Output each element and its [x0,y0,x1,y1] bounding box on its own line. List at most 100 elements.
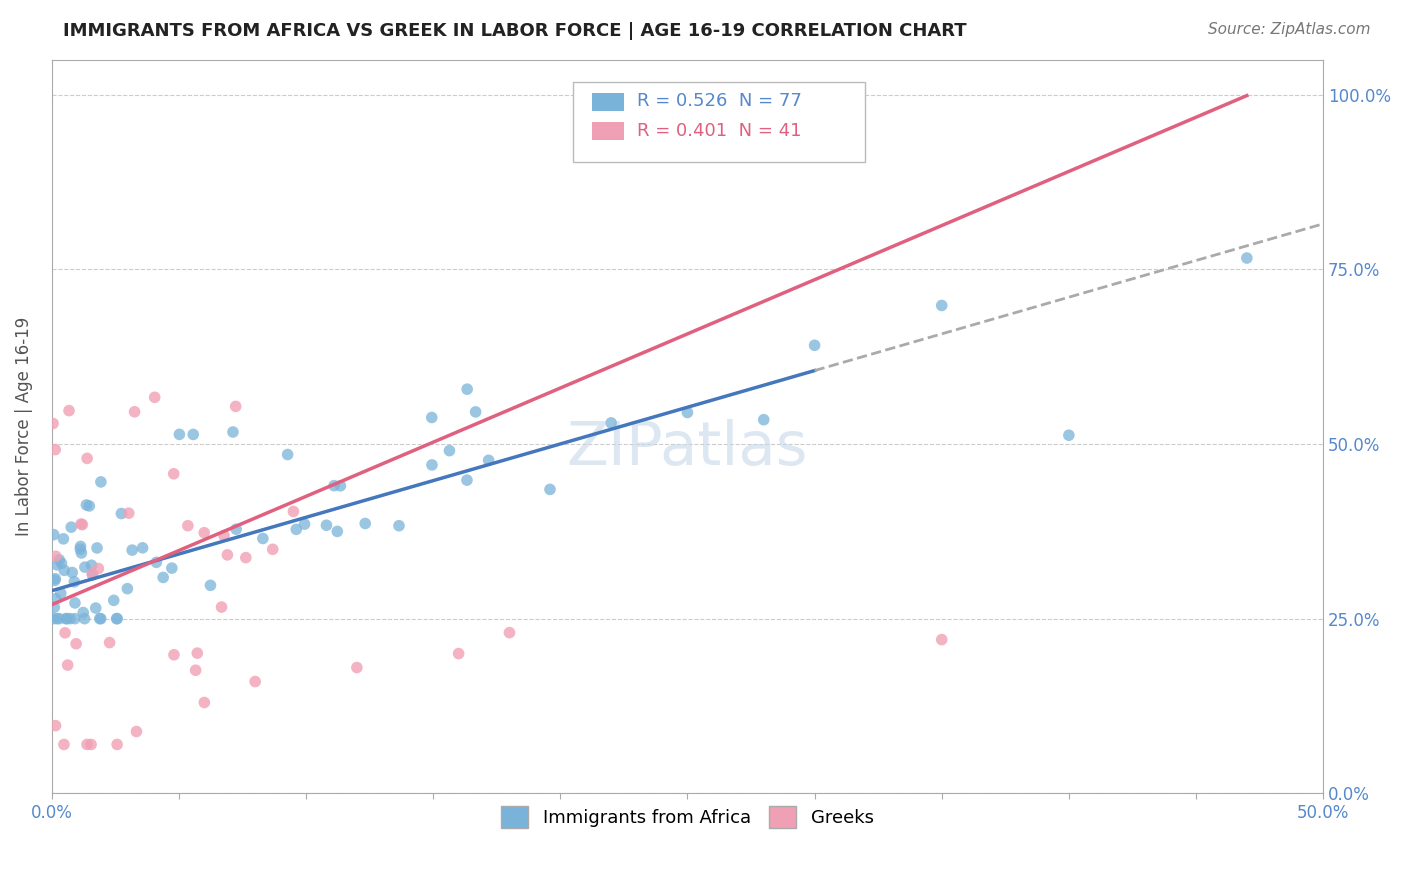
Point [84,601,107,615]
Point [315,518,337,533]
Point [186,646,208,660]
Point [70,546,93,560]
Point [294,517,316,532]
Point [42,612,65,626]
Point [90,612,112,626]
Text: R = 0.526  N = 77: R = 0.526 N = 77 [637,93,801,111]
Point [420,458,443,472]
Point [752,413,775,427]
Point [105,612,128,626]
Point [60,520,83,534]
Point [105,738,128,752]
Point [48,553,70,567]
Point [478,453,501,467]
Point [48,612,70,626]
Point [55,612,77,626]
Point [98,635,121,649]
Point [118,506,141,520]
Point [225,522,247,536]
Point [252,532,274,546]
Point [82,566,104,581]
Point [69,540,91,554]
Point [49,586,72,600]
Point [262,542,284,557]
Point [125,724,148,739]
Point [90,475,112,489]
Point [163,648,186,662]
Point [243,674,266,689]
Point [63,596,86,610]
Point [58,403,80,417]
Point [464,405,486,419]
Point [283,504,305,518]
Point [80,738,103,752]
Point [42,527,65,541]
Point [44,572,66,586]
Point [388,518,411,533]
Point [82,567,104,582]
Point [184,663,207,677]
Point [600,416,623,430]
Point [45,718,67,732]
Point [110,507,132,521]
Point [145,555,167,569]
Point [79,499,101,513]
Point [222,425,245,439]
Point [80,558,103,573]
Point [46,612,69,626]
Point [931,298,953,312]
Point [73,560,96,574]
Text: ZIPatlas: ZIPatlas [567,419,808,478]
Point [803,338,825,352]
Point [329,479,352,493]
FancyBboxPatch shape [574,81,866,162]
Point [53,563,76,577]
Point [44,591,66,606]
Point [69,542,91,557]
Point [200,578,222,592]
Point [193,696,215,710]
Point [42,417,65,431]
Point [346,660,368,674]
Text: IMMIGRANTS FROM AFRICA VS GREEK IN LABOR FORCE | AGE 16-19 CORRELATION CHART: IMMIGRANTS FROM AFRICA VS GREEK IN LABOR… [63,22,967,40]
Point [75,498,97,512]
Point [72,517,94,532]
Point [931,632,953,647]
Point [676,405,699,419]
Point [124,405,146,419]
Point [211,600,233,615]
Text: R = 0.401  N = 41: R = 0.401 N = 41 [637,122,801,140]
Point [105,612,128,626]
Point [456,473,478,487]
Point [45,549,67,564]
Point [177,518,200,533]
Point [323,478,346,492]
FancyBboxPatch shape [592,93,624,111]
Point [163,467,186,481]
Point [73,612,96,626]
Point [117,582,139,596]
Point [1057,428,1080,442]
Point [285,522,308,536]
Point [44,574,66,588]
Point [131,541,153,555]
Point [63,612,86,626]
Point [420,410,443,425]
Point [143,390,166,404]
Point [53,625,76,640]
Point [447,647,470,661]
Point [326,524,349,539]
Point [44,600,66,615]
FancyBboxPatch shape [592,122,624,140]
Point [55,612,77,626]
Point [76,738,98,752]
Point [63,574,86,589]
Point [152,570,174,584]
Point [60,566,83,580]
Text: Source: ZipAtlas.com: Source: ZipAtlas.com [1208,22,1371,37]
Point [44,442,66,457]
Point [70,516,93,531]
Point [225,400,247,414]
Point [72,606,94,620]
Point [181,427,204,442]
